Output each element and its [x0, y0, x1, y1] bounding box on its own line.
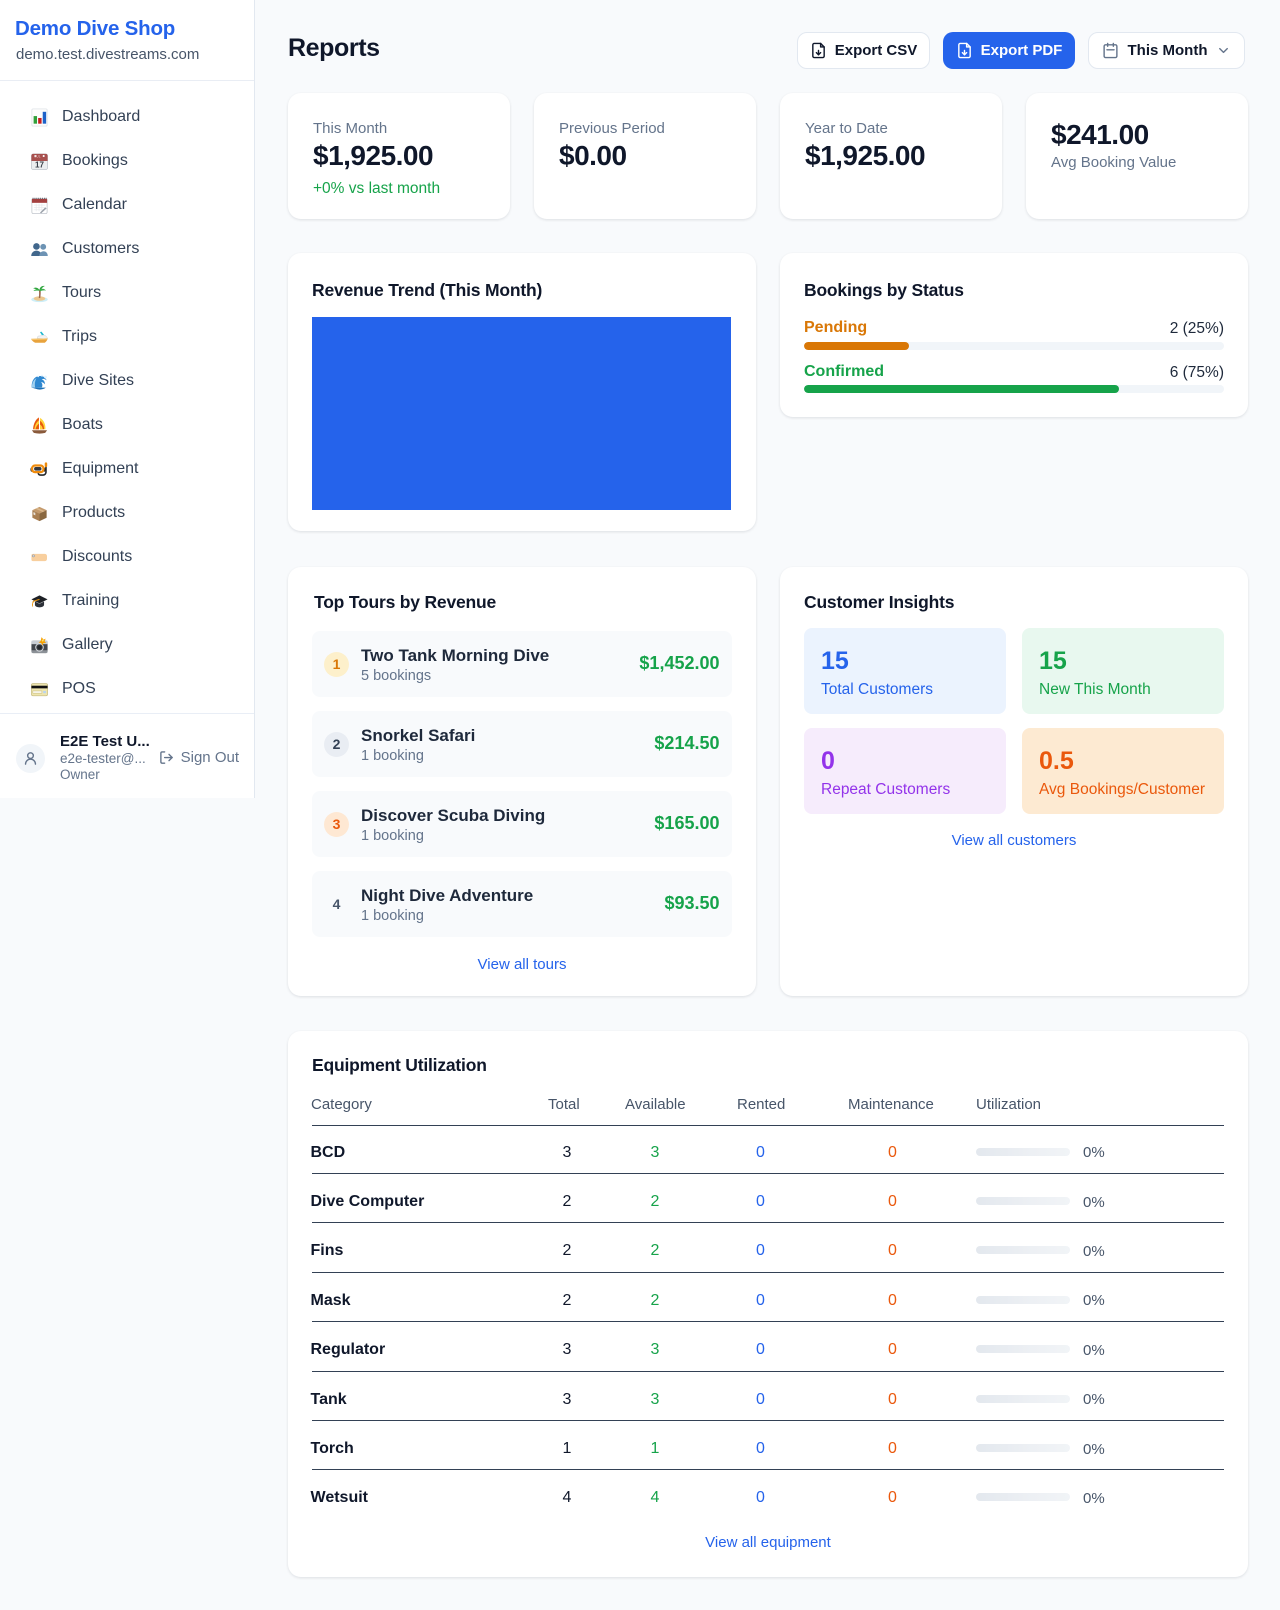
svg-text:17: 17: [35, 160, 44, 169]
svg-text:JUL: JUL: [35, 154, 41, 158]
